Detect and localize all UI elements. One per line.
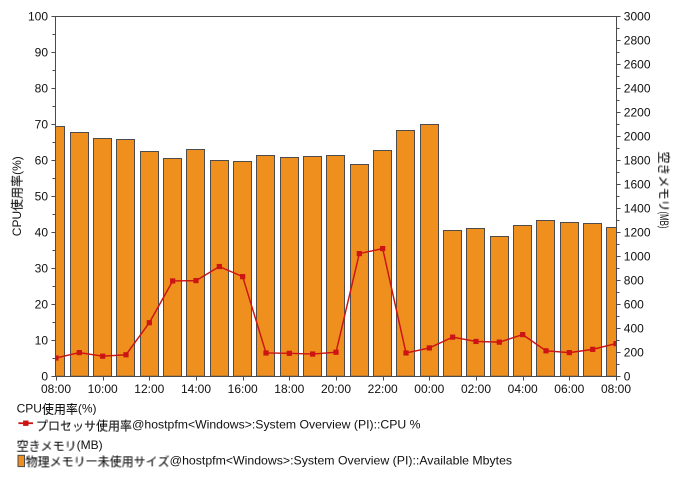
svg-text:04:00: 04:00: [508, 382, 538, 396]
svg-text:600: 600: [624, 297, 644, 311]
svg-text:08:00: 08:00: [41, 382, 71, 396]
svg-text:18:00: 18:00: [274, 382, 304, 396]
svg-text:1400: 1400: [624, 201, 651, 215]
svg-text:06:00: 06:00: [554, 382, 584, 396]
svg-text:800: 800: [624, 273, 644, 287]
svg-text:1800: 1800: [624, 153, 651, 167]
svg-text:2400: 2400: [624, 81, 651, 95]
svg-text:400: 400: [624, 321, 644, 335]
svg-text:0: 0: [624, 369, 631, 383]
svg-text:90: 90: [35, 45, 49, 59]
svg-text:00:00: 00:00: [414, 382, 444, 396]
svg-text:80: 80: [35, 81, 49, 95]
svg-text:16:00: 16:00: [228, 382, 258, 396]
svg-text:20: 20: [35, 297, 49, 311]
svg-text:(MB): (MB): [77, 438, 103, 452]
svg-text:30: 30: [35, 261, 49, 275]
svg-text:12:00: 12:00: [134, 382, 164, 396]
svg-text:(%): (%): [78, 401, 97, 415]
svg-text:2600: 2600: [624, 57, 651, 71]
svg-text:3000: 3000: [624, 9, 651, 23]
svg-text:50: 50: [35, 189, 49, 203]
svg-text:14:00: 14:00: [181, 382, 211, 396]
svg-text:@hostpfm<Windows>:System Overv: @hostpfm<Windows>:System Overview (PI)::…: [170, 453, 512, 467]
svg-text:200: 200: [624, 345, 644, 359]
svg-text:CPU: CPU: [10, 211, 24, 236]
svg-text:100: 100: [28, 9, 48, 23]
svg-text:1600: 1600: [624, 177, 651, 191]
svg-text:22:00: 22:00: [368, 382, 398, 396]
svg-text:02:00: 02:00: [461, 382, 491, 396]
svg-text:2800: 2800: [624, 33, 651, 47]
svg-text:40: 40: [35, 225, 49, 239]
svg-text:10:00: 10:00: [88, 382, 118, 396]
svg-text:0: 0: [41, 369, 48, 383]
svg-text:(%): (%): [10, 156, 24, 175]
svg-text:2200: 2200: [624, 105, 651, 119]
svg-text:10: 10: [35, 333, 49, 347]
svg-text:2000: 2000: [624, 129, 651, 143]
svg-text:20:00: 20:00: [321, 382, 351, 396]
svg-text:1200: 1200: [624, 225, 651, 239]
svg-text:70: 70: [35, 117, 49, 131]
svg-text:(MB): (MB): [657, 212, 671, 229]
svg-text:CPU: CPU: [17, 401, 42, 415]
svg-text:@hostpfm<Windows>:System Overv: @hostpfm<Windows>:System Overview (PI)::…: [132, 418, 421, 432]
svg-text:08:00: 08:00: [601, 382, 631, 396]
svg-text:60: 60: [35, 153, 49, 167]
svg-text:1000: 1000: [624, 249, 651, 263]
